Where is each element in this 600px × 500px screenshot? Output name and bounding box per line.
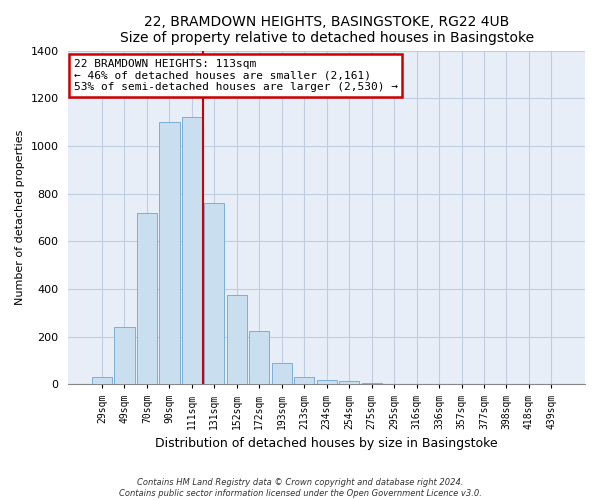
Bar: [227, 295, 247, 384]
Text: 22 BRAMDOWN HEIGHTS: 113sqm
← 46% of detached houses are smaller (2,161)
53% of : 22 BRAMDOWN HEIGHTS: 113sqm ← 46% of det…: [74, 59, 398, 92]
Bar: [92, 377, 112, 384]
Bar: [137, 212, 157, 384]
Bar: [204, 203, 224, 384]
Title: 22, BRAMDOWN HEIGHTS, BASINGSTOKE, RG22 4UB
Size of property relative to detache: 22, BRAMDOWN HEIGHTS, BASINGSTOKE, RG22 …: [119, 15, 534, 45]
Bar: [182, 118, 202, 384]
X-axis label: Distribution of detached houses by size in Basingstoke: Distribution of detached houses by size …: [155, 437, 498, 450]
Bar: [294, 377, 314, 384]
Bar: [249, 330, 269, 384]
Bar: [362, 383, 382, 384]
Bar: [272, 363, 292, 384]
Y-axis label: Number of detached properties: Number of detached properties: [15, 130, 25, 305]
Bar: [339, 381, 359, 384]
Bar: [159, 122, 179, 384]
Bar: [317, 380, 337, 384]
Bar: [115, 327, 134, 384]
Text: Contains HM Land Registry data © Crown copyright and database right 2024.
Contai: Contains HM Land Registry data © Crown c…: [119, 478, 481, 498]
